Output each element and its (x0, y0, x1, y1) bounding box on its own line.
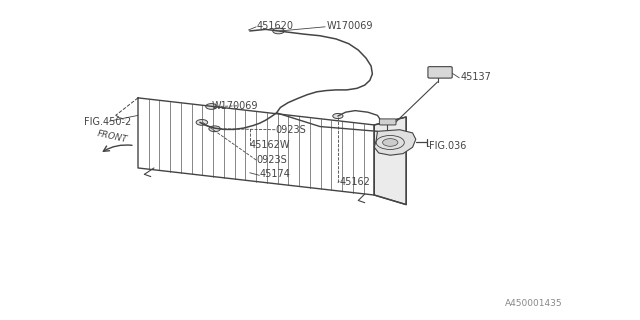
Text: A450001435: A450001435 (505, 299, 563, 308)
Polygon shape (374, 130, 416, 155)
Text: FIG.450-2: FIG.450-2 (84, 117, 131, 127)
Polygon shape (374, 117, 406, 204)
Text: 0923S: 0923S (275, 125, 306, 135)
Text: W170069: W170069 (211, 101, 258, 111)
Circle shape (205, 104, 217, 109)
FancyBboxPatch shape (428, 67, 452, 78)
Text: 45174: 45174 (259, 169, 290, 179)
Text: 45137: 45137 (461, 72, 492, 82)
Circle shape (196, 120, 207, 125)
Text: 0923S: 0923S (256, 155, 287, 165)
Text: FIG.036: FIG.036 (429, 141, 466, 151)
Circle shape (383, 139, 398, 146)
Circle shape (333, 114, 343, 119)
Text: 45162: 45162 (339, 177, 370, 187)
Circle shape (209, 126, 220, 132)
Text: W170069: W170069 (326, 21, 373, 31)
Text: FRONT: FRONT (97, 130, 129, 145)
Circle shape (273, 28, 284, 34)
Text: 45162W: 45162W (250, 140, 291, 150)
Text: 451620: 451620 (256, 21, 293, 31)
FancyBboxPatch shape (380, 119, 396, 125)
